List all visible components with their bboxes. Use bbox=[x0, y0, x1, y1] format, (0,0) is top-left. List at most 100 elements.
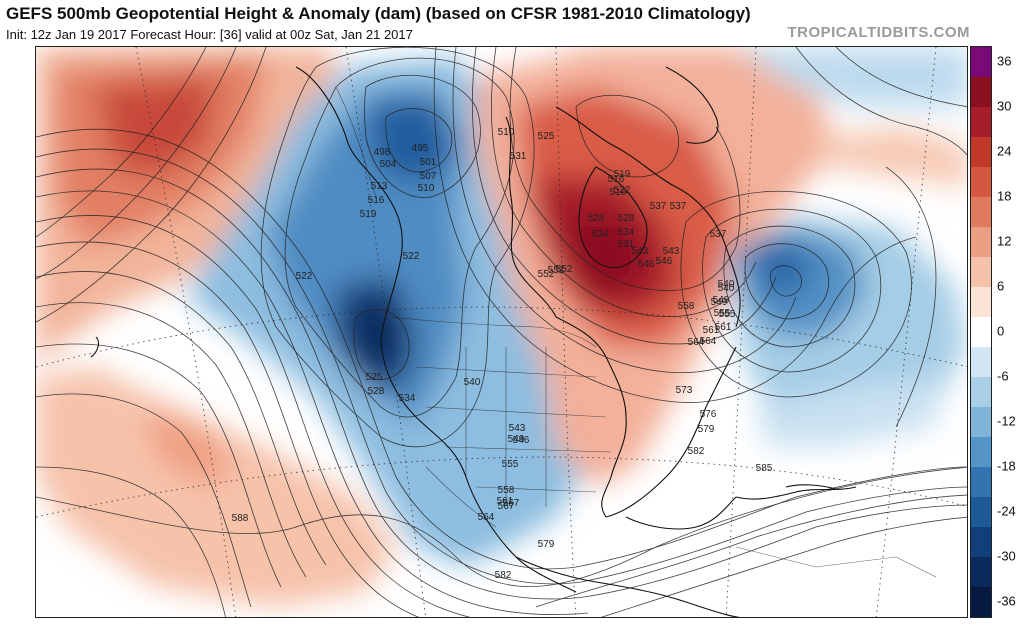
contour-label: 582 bbox=[688, 446, 705, 457]
contour-label: 534 bbox=[399, 393, 416, 404]
contour-label: 519 bbox=[614, 169, 631, 180]
anomaly-map[interactable]: 498 495 504 501 507 510 513 516 519 522 522 525 528 5… bbox=[35, 46, 968, 618]
contour-label: 549 bbox=[508, 434, 525, 445]
contour-label: 543 bbox=[509, 423, 526, 434]
height-contours bbox=[36, 47, 967, 617]
contour-label: 546 bbox=[513, 435, 530, 446]
contour-label: 528 bbox=[588, 213, 605, 224]
contour-label: 552 bbox=[556, 264, 573, 275]
contour-label: 534 bbox=[618, 227, 635, 238]
borders bbox=[335, 86, 937, 578]
contour-label: 510 bbox=[498, 127, 515, 138]
colorbar-swatch bbox=[971, 47, 991, 78]
contour-label: 552 bbox=[548, 265, 565, 276]
colorbar-label: 36 bbox=[997, 53, 1012, 69]
contour-label: 522 bbox=[614, 185, 631, 196]
anomaly-shading bbox=[36, 47, 967, 607]
contour-label: 537 bbox=[710, 229, 727, 240]
contour-label: 522 bbox=[296, 271, 313, 282]
colorbar-label: -36 bbox=[997, 593, 1016, 609]
contour-label: 558 bbox=[678, 301, 695, 312]
colorbar-swatch bbox=[971, 347, 991, 378]
contour-label: 510 bbox=[418, 183, 435, 194]
contour-label: 525 bbox=[538, 131, 555, 142]
contour-label: 567 bbox=[498, 501, 515, 512]
contour-label: 540 bbox=[718, 283, 735, 294]
colorbar-label: 12 bbox=[997, 233, 1012, 249]
contour-label: 519 bbox=[360, 209, 377, 220]
colorbar-label: -12 bbox=[997, 413, 1016, 429]
colorbar-label: 30 bbox=[997, 98, 1012, 114]
colorbar-swatch bbox=[971, 197, 991, 228]
contour-label: 546 bbox=[656, 256, 673, 267]
contour-label: 555 bbox=[719, 309, 736, 320]
contour-label: 558 bbox=[498, 485, 515, 496]
contour-label: 582 bbox=[495, 570, 512, 581]
contour-label: 495 bbox=[412, 143, 429, 154]
colorbar-label: -18 bbox=[997, 458, 1016, 474]
colorbar-label: -24 bbox=[997, 503, 1016, 519]
contour-label: 549 bbox=[713, 295, 730, 306]
contour-label: 528 bbox=[618, 213, 635, 224]
contour-label: 507 bbox=[420, 171, 437, 182]
colorbar-label: 0 bbox=[997, 323, 1005, 339]
colorbar-swatch bbox=[971, 107, 991, 138]
colorbar-swatch bbox=[971, 377, 991, 408]
coastlines bbox=[90, 66, 857, 617]
contour-label: 564 bbox=[688, 337, 705, 348]
contour-label: 531 bbox=[510, 151, 527, 162]
brand-watermark[interactable]: TROPICALTIDBITS.COM bbox=[787, 24, 970, 41]
contour-label: 501 bbox=[420, 157, 437, 168]
contour-label: 585 bbox=[756, 463, 773, 474]
contour-label: 513 bbox=[371, 181, 388, 192]
contour-label: 549 bbox=[711, 297, 728, 308]
map-subtitle: Init: 12z Jan 19 2017 Forecast Hour: [36… bbox=[6, 27, 413, 42]
colorbar-swatch bbox=[971, 407, 991, 438]
colorbar-swatch bbox=[971, 497, 991, 528]
colorbar-swatch bbox=[971, 557, 991, 588]
colorbar-label: 18 bbox=[997, 188, 1012, 204]
colorbar-swatch bbox=[971, 137, 991, 168]
colorbar-swatches bbox=[971, 47, 991, 617]
contour-label: 531 bbox=[618, 239, 635, 250]
colorbar-swatch bbox=[971, 77, 991, 108]
contour-label: 561 bbox=[497, 496, 514, 507]
contour-label: 537 bbox=[670, 201, 687, 212]
contour-label: 564 bbox=[700, 336, 717, 347]
contour-label: 537 bbox=[650, 201, 667, 212]
colorbar-swatch bbox=[971, 467, 991, 498]
colorbar-swatch bbox=[971, 227, 991, 258]
contour-label: 534 bbox=[592, 229, 609, 240]
contour-label: 543 bbox=[632, 246, 649, 257]
contour-label: 579 bbox=[538, 539, 555, 550]
colorbar-swatch bbox=[971, 257, 991, 288]
contour-label: 516 bbox=[368, 195, 385, 206]
colorbar-label: -6 bbox=[997, 368, 1009, 384]
colorbar-swatch bbox=[971, 527, 991, 558]
contour-label: 540 bbox=[464, 377, 481, 388]
contour-label: 528 bbox=[368, 386, 385, 397]
contour-label: 498 bbox=[374, 147, 391, 158]
map-title: GEFS 500mb Geopotential Height & Anomaly… bbox=[6, 4, 751, 23]
contour-label: 525 bbox=[366, 372, 383, 383]
contour-label: 546 bbox=[638, 259, 655, 270]
anomaly-colorbar bbox=[970, 46, 992, 618]
contour-label: 579 bbox=[698, 424, 715, 435]
contour-label: 576 bbox=[700, 409, 717, 420]
contour-label: 516 bbox=[610, 187, 627, 198]
colorbar-swatch bbox=[971, 437, 991, 468]
colorbar-label: 6 bbox=[997, 278, 1005, 294]
contour-label: 543 bbox=[663, 246, 680, 257]
contour-label: 561 bbox=[715, 322, 732, 333]
latlon-grid bbox=[36, 47, 967, 617]
contour-label: 555 bbox=[502, 459, 519, 470]
colorbar-swatch bbox=[971, 287, 991, 318]
colorbar-label: -30 bbox=[997, 548, 1016, 564]
contour-label: 573 bbox=[676, 385, 693, 396]
contour-label: 561 bbox=[703, 325, 720, 336]
contour-label: 588 bbox=[232, 513, 249, 524]
contour-label: 552 bbox=[538, 269, 555, 280]
contour-label: 522 bbox=[403, 251, 420, 262]
